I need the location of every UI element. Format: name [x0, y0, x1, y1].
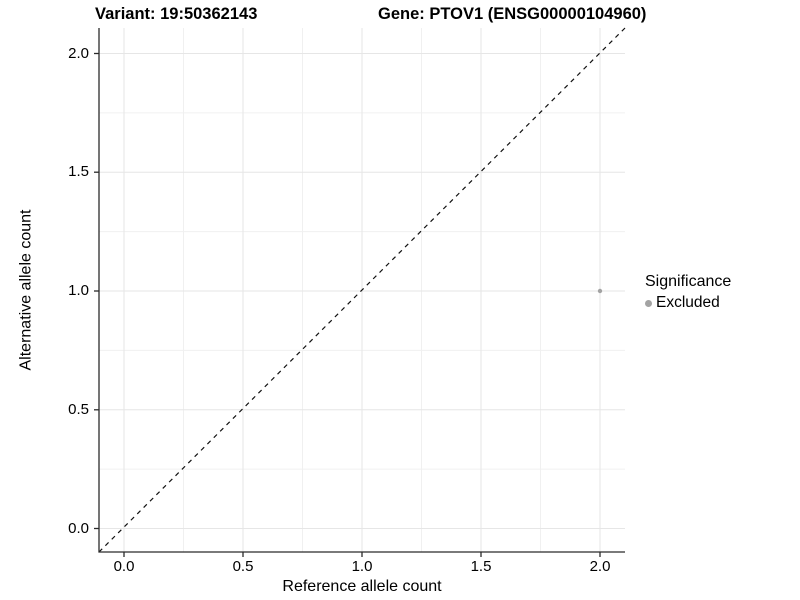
legend-entry-excluded: Excluded — [645, 294, 731, 312]
variant-title: Variant: 19:50362143 — [95, 5, 258, 23]
axis-lines — [98, 28, 625, 553]
x-tick-label-1: 0.5 — [232, 558, 254, 575]
axis-tick-marks — [94, 52, 601, 557]
y-tick-label-2: 1.0 — [68, 282, 89, 299]
legend-title: Significance — [645, 273, 732, 290]
gene-title: Gene: PTOV1 (ENSG00000104960) — [378, 5, 647, 23]
y-axis-title: Alternative allele count — [17, 209, 35, 371]
x-tick-label-3: 1.5 — [470, 558, 492, 575]
y-tick-label-1: 0.5 — [68, 400, 89, 418]
x-axis-title: Reference allele count — [282, 578, 442, 595]
x-tick-label-2: 1.0 — [351, 558, 373, 575]
y-tick-label-3: 1.5 — [68, 163, 89, 181]
x-tick-label-0: 0.0 — [113, 558, 135, 575]
legend-key-dot-icon — [645, 299, 652, 307]
x-tick-label-4: 2.0 — [589, 558, 611, 575]
data-point — [597, 288, 603, 294]
y-tick-label-0: 0.0 — [68, 519, 89, 537]
legend-entry-label: Excluded — [656, 294, 720, 311]
identity-reference-line — [98, 27, 626, 553]
legend: Significance Excluded — [645, 272, 731, 312]
y-tick-label-4: 2.0 — [68, 44, 89, 62]
